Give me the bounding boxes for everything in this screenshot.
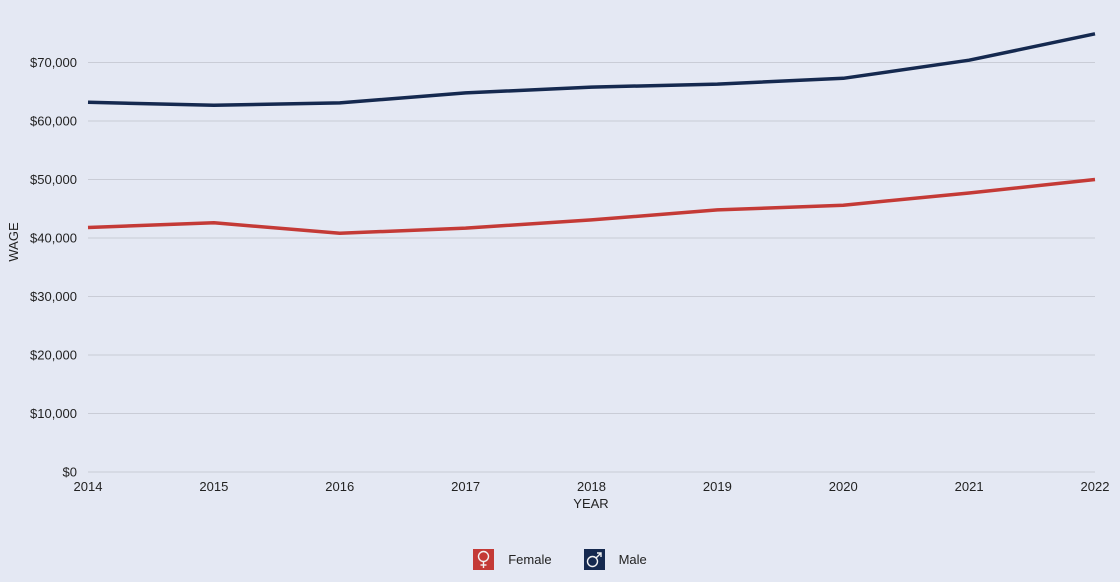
series-line-male[interactable] xyxy=(87,32,1096,107)
y-tick-label: $70,000 xyxy=(30,55,77,70)
x-tick-label: 2014 xyxy=(74,479,103,494)
female-symbol-icon xyxy=(473,548,495,570)
legend-item-male[interactable]: Male xyxy=(583,548,647,570)
x-axis-label: YEAR xyxy=(573,496,608,511)
y-axis-label: WAGE xyxy=(6,222,21,262)
x-tick-label: 2019 xyxy=(703,479,732,494)
y-tick-label: $30,000 xyxy=(30,289,77,304)
y-tick-label: $0 xyxy=(63,465,77,480)
y-tick-label: $20,000 xyxy=(30,348,77,363)
x-axis-ticks: 2014 2015 2016 2017 2018 2019 2020 2021 2022 xyxy=(74,479,1110,494)
x-tick-label: 2021 xyxy=(955,479,984,494)
grid-lines xyxy=(88,62,1095,473)
male-symbol-icon xyxy=(583,548,605,570)
legend-label-female: Female xyxy=(508,551,552,567)
y-tick-label: $10,000 xyxy=(30,406,77,421)
x-tick-label: 2020 xyxy=(829,479,858,494)
x-tick-label: 2015 xyxy=(199,479,228,494)
x-tick-label: 2016 xyxy=(325,479,354,494)
y-axis-ticks: $0 $10,000 $20,000 $30,000 $40,000 $50,000 $60… xyxy=(30,55,77,480)
y-tick-label: $50,000 xyxy=(30,172,77,187)
x-tick-label: 2022 xyxy=(1081,479,1110,494)
x-tick-label: 2018 xyxy=(577,479,606,494)
legend-item-female[interactable]: Female xyxy=(473,548,552,570)
y-tick-label: $40,000 xyxy=(30,231,77,246)
series-line-female[interactable] xyxy=(87,177,1096,236)
legend: Female Male xyxy=(0,546,1120,572)
legend-label-male: Male xyxy=(618,551,647,567)
series-lines xyxy=(87,32,1096,236)
x-tick-label: 2017 xyxy=(451,479,480,494)
y-tick-label: $60,000 xyxy=(30,114,77,129)
